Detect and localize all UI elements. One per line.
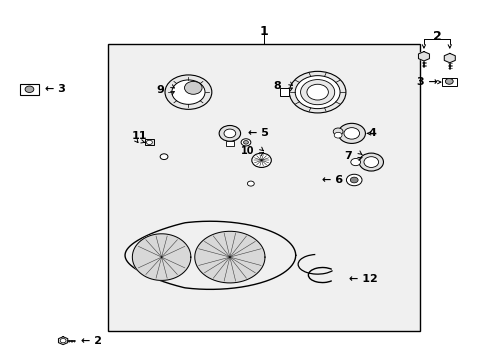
Circle shape [219, 126, 240, 141]
Circle shape [363, 157, 378, 167]
Circle shape [343, 128, 359, 139]
Bar [20, 84, 39, 95]
Text: ← 2: ← 2 [81, 336, 102, 346]
Circle shape [146, 140, 152, 144]
Circle shape [446, 55, 452, 60]
Circle shape [295, 76, 339, 109]
Circle shape [171, 80, 204, 104]
Text: 10: 10 [240, 146, 254, 156]
Polygon shape [194, 231, 264, 283]
Text: ← 6: ← 6 [322, 175, 343, 185]
Text: 8: 8 [273, 81, 281, 91]
Circle shape [337, 123, 365, 143]
Circle shape [224, 129, 235, 138]
Circle shape [306, 84, 328, 100]
Circle shape [289, 71, 345, 113]
Circle shape [349, 177, 357, 183]
Circle shape [60, 338, 66, 343]
Circle shape [300, 80, 334, 105]
Circle shape [420, 54, 427, 59]
Text: 9: 9 [156, 85, 163, 95]
Bar [279, 88, 289, 96]
Text: 7: 7 [344, 150, 351, 161]
Text: ← 5: ← 5 [247, 129, 268, 138]
Text: 4: 4 [368, 129, 376, 138]
Text: ← 3: ← 3 [44, 84, 65, 94]
Polygon shape [132, 234, 190, 280]
Circle shape [160, 154, 167, 159]
Circle shape [243, 140, 248, 144]
Circle shape [333, 132, 341, 138]
Text: 2: 2 [432, 30, 441, 43]
Circle shape [164, 75, 211, 109]
Circle shape [241, 139, 250, 146]
Circle shape [251, 153, 271, 167]
Text: 3 →: 3 → [416, 77, 437, 87]
Text: 11: 11 [132, 131, 147, 141]
Text: 1: 1 [259, 25, 268, 38]
Circle shape [350, 158, 360, 166]
Circle shape [346, 174, 361, 186]
Polygon shape [418, 51, 428, 61]
Bar [225, 141, 233, 145]
Polygon shape [125, 221, 295, 289]
Bar [441, 78, 456, 86]
Circle shape [445, 78, 452, 84]
Circle shape [358, 153, 383, 171]
Polygon shape [59, 337, 68, 345]
Circle shape [184, 81, 202, 94]
Polygon shape [444, 53, 454, 63]
Bar [108, 44, 419, 330]
Bar [144, 139, 154, 145]
Circle shape [332, 128, 342, 135]
Text: ← 12: ← 12 [348, 274, 377, 284]
Circle shape [247, 181, 254, 186]
Circle shape [25, 86, 34, 93]
